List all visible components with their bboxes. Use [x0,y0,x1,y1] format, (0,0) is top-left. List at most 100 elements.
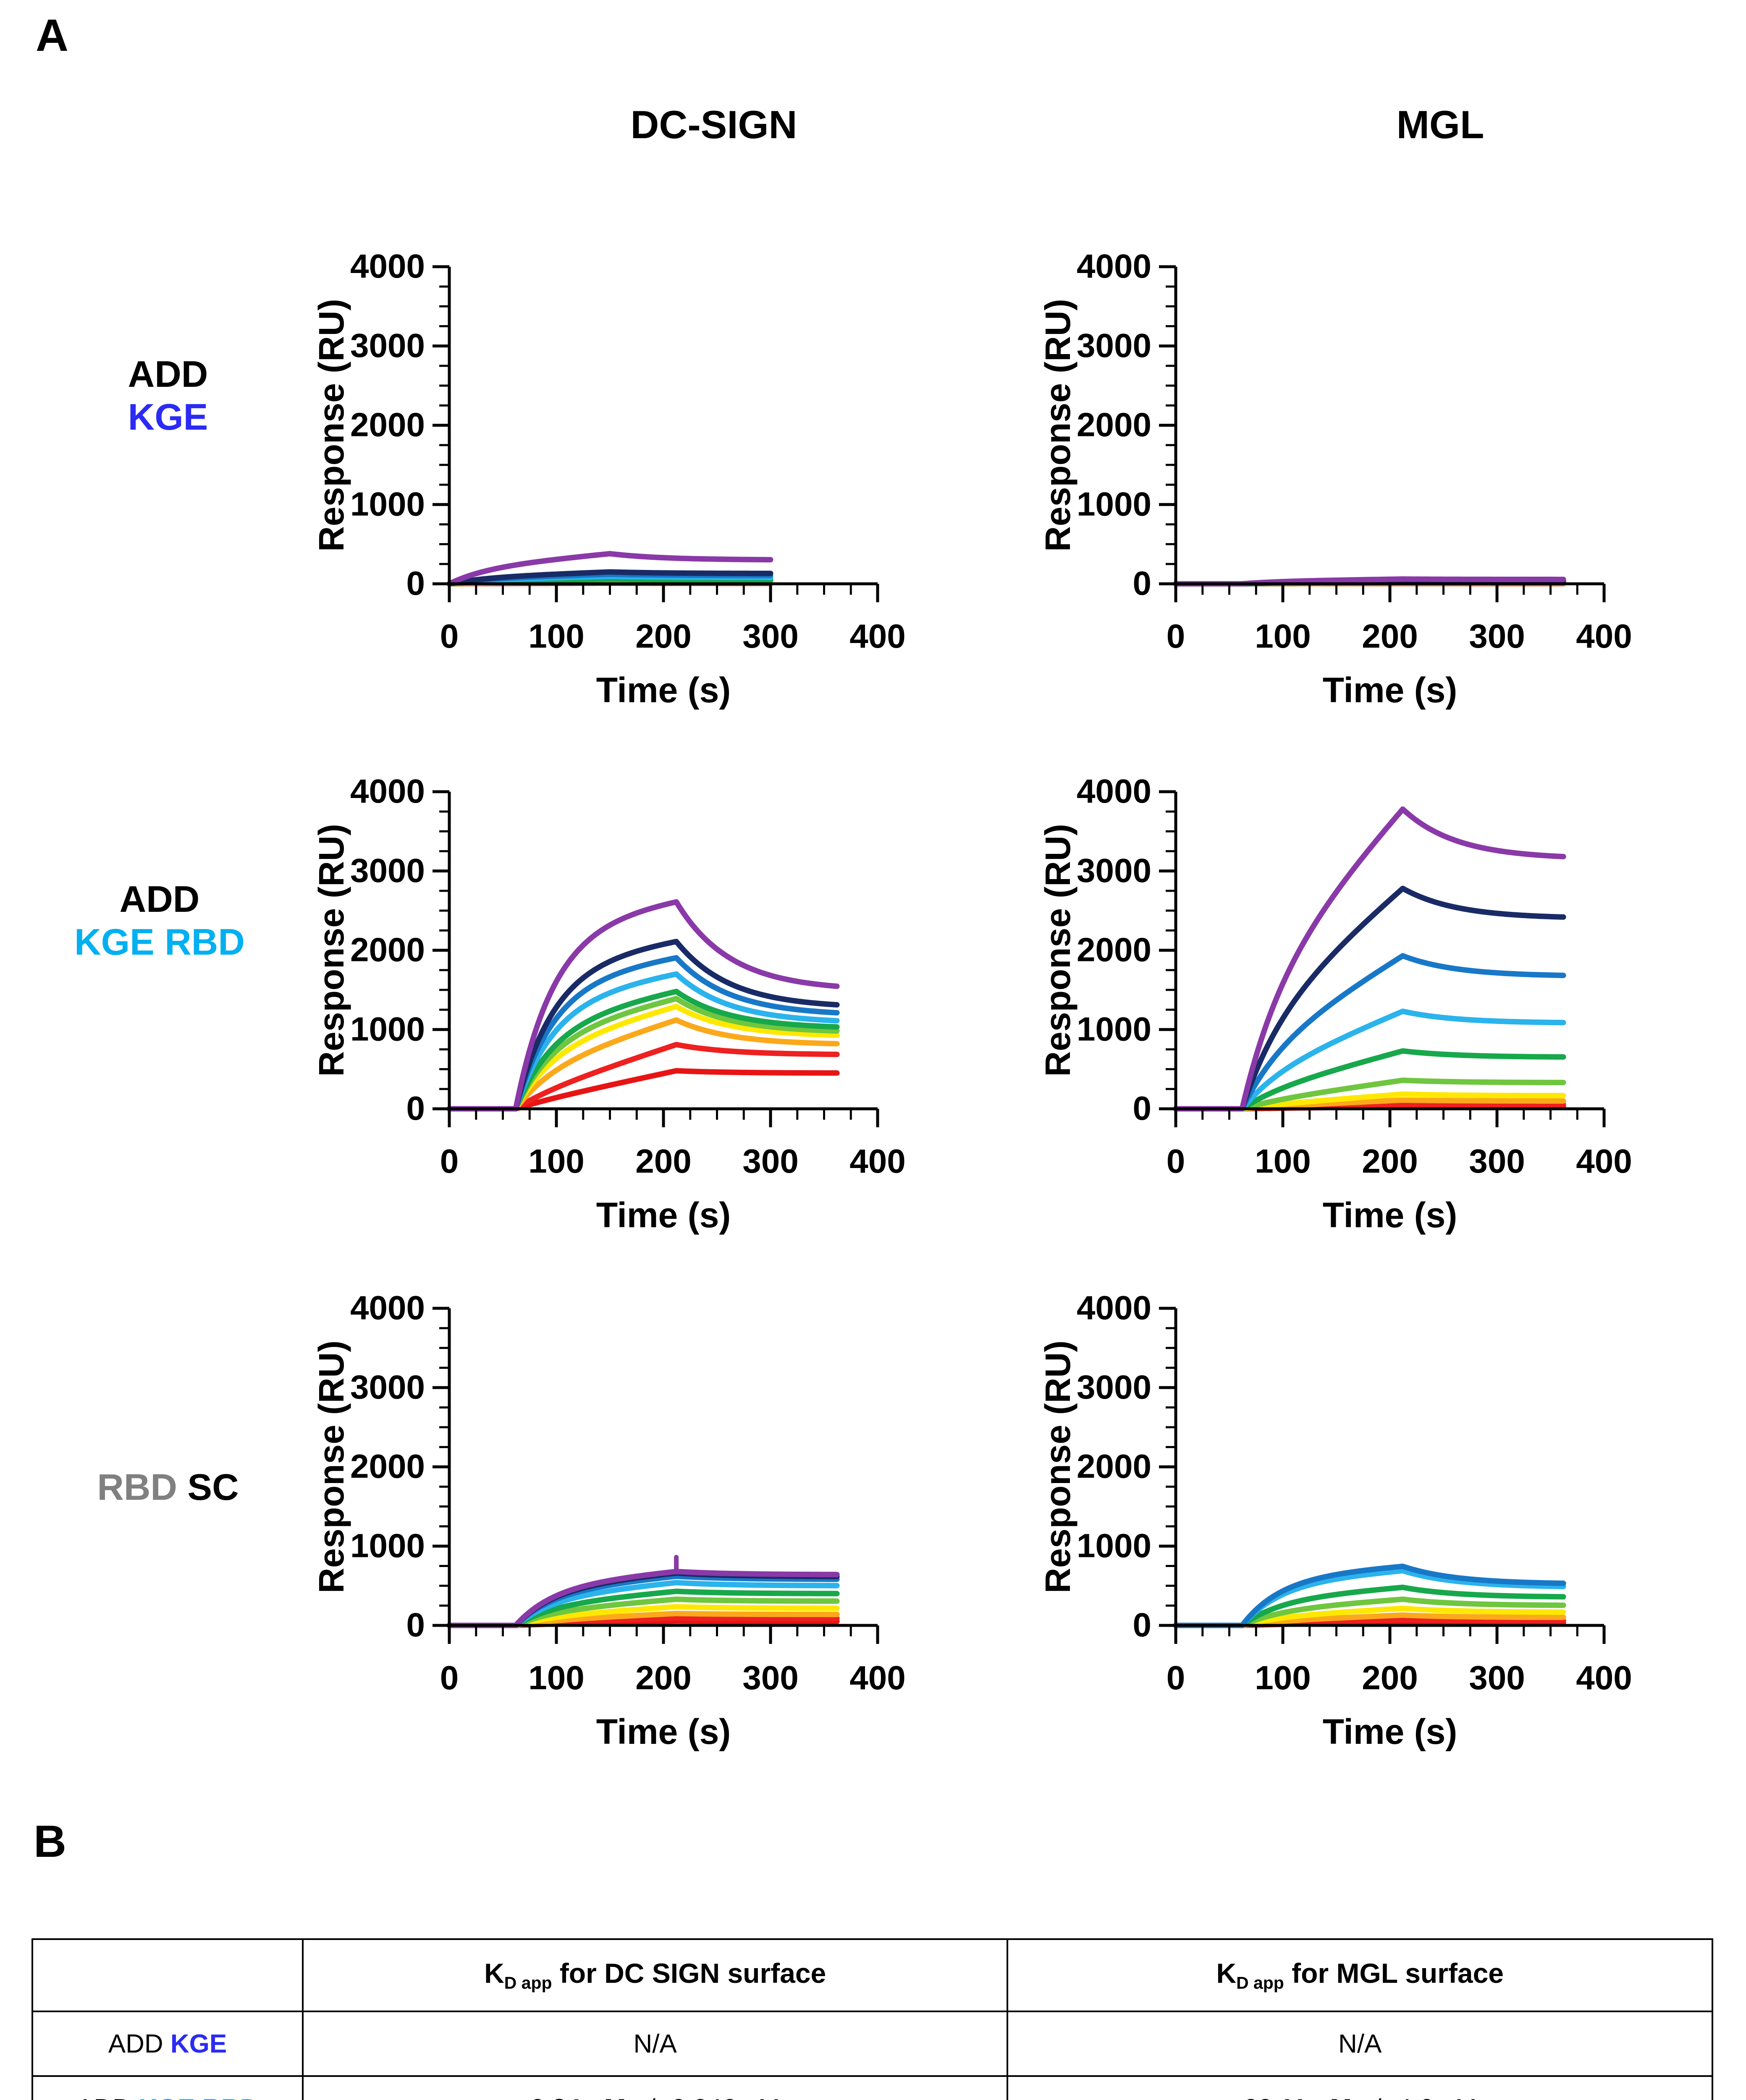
x-tick-label: 400 [1576,1142,1632,1180]
table-header-cell: KD app for DC SIGN surface [301,1938,1009,2012]
x-tick-label: 300 [1469,617,1525,655]
row-label-line1: ADD [119,878,200,920]
x-tick-label: 0 [1167,1142,1185,1180]
y-tick-label: 0 [1133,1089,1152,1127]
x-tick-label: 200 [1362,1142,1418,1180]
y-tick-label: 0 [406,1089,425,1127]
x-axis-label: Time (s) [1323,1195,1458,1235]
chart-dcsign-add-kge-rbd: 0 1000 2000 3000 4000 0 100 200 300 400 Response (… [311,760,907,1247]
chart-mgl-add-kge: 0 1000 2000 3000 4000 0 100 200 300 400 Response (… [1037,235,1633,722]
table-corner-cell [31,1938,304,2012]
x-tick-label: 300 [742,1659,798,1696]
y-tick-label: 3000 [350,327,425,364]
y-tick-label: 2000 [1077,931,1151,969]
x-tick-label: 400 [849,1659,905,1696]
y-tick-label: 2000 [1077,406,1151,444]
y-tick-label: 4000 [350,247,425,285]
panel-b-letter: B [34,1816,66,1866]
x-tick-label: 400 [849,617,905,655]
x-tick-label: 200 [1362,617,1418,655]
table-cell-mgl: N/A [1007,2011,1713,2077]
row-label-add-kge-rbd: ADD KGE RBD [8,878,311,963]
x-axis-label: Time (s) [1323,1712,1458,1751]
x-tick-label: 100 [528,1659,584,1696]
y-tick-label: 4000 [350,1289,425,1326]
chart-dcsign-rbd-sc: 0 1000 2000 3000 4000 0 100 200 300 400 Response (… [311,1277,907,1764]
x-tick-label: 100 [1255,1142,1311,1180]
x-tick-label: 0 [440,617,459,655]
table-row: ADD KGE RBD0.34 nM +/- 0.046 nM66.11 nM … [31,2075,1713,2100]
kd-app-table: KD app for DC SIGN surface KD app for MGL… [31,1938,1713,2100]
row-label-rbd-sc: RBD SC [17,1466,319,1509]
y-tick-label: 4000 [1077,772,1151,810]
y-tick-label: 4000 [350,772,425,810]
y-tick-label: 2000 [1077,1448,1151,1485]
x-tick-label: 300 [1469,1142,1525,1180]
x-tick-label: 300 [742,1142,798,1180]
y-tick-label: 0 [1133,564,1152,602]
x-tick-label: 0 [440,1659,459,1696]
y-tick-label: 4000 [1077,1289,1151,1326]
table-header-cell: KD app for MGL surface [1007,1938,1713,2012]
x-axis-label: Time (s) [1323,670,1458,710]
x-tick-label: 200 [635,1659,691,1696]
y-tick-label: 1000 [350,1527,425,1564]
table-cell-dcsign: 0.34 nM +/- 0.046 nM [301,2075,1009,2100]
x-tick-label: 0 [1167,1659,1185,1696]
x-tick-label: 100 [528,1142,584,1180]
chart-dcsign-add-kge: 0 1000 2000 3000 4000 0 100 200 300 400 Response (… [311,235,907,722]
row-label-line2: KGE RBD [74,921,245,963]
y-tick-label: 3000 [1077,1368,1151,1406]
table-cell-mgl: 66.11 nM +/- 4.6 nM [1007,2075,1713,2100]
x-tick-label: 300 [742,617,798,655]
x-tick-label: 200 [635,1142,691,1180]
y-tick-label: 1000 [1077,1010,1151,1047]
y-tick-label: 2000 [350,1448,425,1485]
row-label-add-kge: ADD KGE [17,353,319,438]
y-tick-label: 3000 [350,1368,425,1406]
x-tick-label: 100 [1255,617,1311,655]
row-label-line2: KGE [128,396,208,438]
x-tick-label: 400 [1576,617,1632,655]
row-label-rbd: RBD [97,1466,177,1508]
y-axis-label: Response (RU) [312,824,351,1076]
y-tick-label: 2000 [350,406,425,444]
y-tick-label: 1000 [1077,485,1151,522]
x-axis-label: Time (s) [596,670,731,710]
y-axis-label: Response (RU) [1038,824,1077,1076]
chart-mgl-add-kge-rbd: 0 1000 2000 3000 4000 0 100 200 300 400 Response (… [1037,760,1633,1247]
row-label-line1: ADD [128,353,208,395]
x-tick-label: 300 [1469,1659,1525,1696]
x-axis-label: Time (s) [596,1712,731,1751]
row-label-sc: SC [187,1466,239,1508]
y-axis-label: Response (RU) [312,299,351,551]
table-row-name: ADD KGE RBD [31,2075,304,2100]
x-axis-label: Time (s) [596,1195,731,1235]
x-tick-label: 400 [1576,1659,1632,1696]
column-title-mgl: MGL [1396,102,1484,147]
x-tick-label: 0 [1167,617,1185,655]
panel-a-letter: A [36,10,68,60]
y-tick-label: 3000 [1077,852,1151,889]
y-tick-label: 4000 [1077,247,1151,285]
table-row: ADD KGE N/A N/A [31,2011,1713,2077]
table-cell-dcsign: N/A [301,2011,1009,2077]
y-axis-label: Response (RU) [1038,1340,1077,1593]
x-tick-label: 100 [1255,1659,1311,1696]
x-tick-label: 100 [528,617,584,655]
y-tick-label: 2000 [350,931,425,969]
y-axis-label: Response (RU) [312,1340,351,1593]
y-tick-label: 3000 [350,852,425,889]
y-tick-label: 3000 [1077,327,1151,364]
x-tick-label: 0 [440,1142,459,1180]
y-tick-label: 0 [406,1606,425,1643]
column-title-dcsign: DC-SIGN [630,102,797,147]
chart-mgl-rbd-sc: 0 1000 2000 3000 4000 0 100 200 300 400 Response (… [1037,1277,1633,1764]
table-row-name: ADD KGE [31,2011,304,2077]
x-tick-label: 200 [1362,1659,1418,1696]
y-tick-label: 1000 [350,1010,425,1047]
table-header-row: KD app for DC SIGN surface KD app for MGL… [31,1938,1713,2012]
x-tick-label: 200 [635,617,691,655]
x-tick-label: 400 [849,1142,905,1180]
y-tick-label: 0 [1133,1606,1152,1643]
